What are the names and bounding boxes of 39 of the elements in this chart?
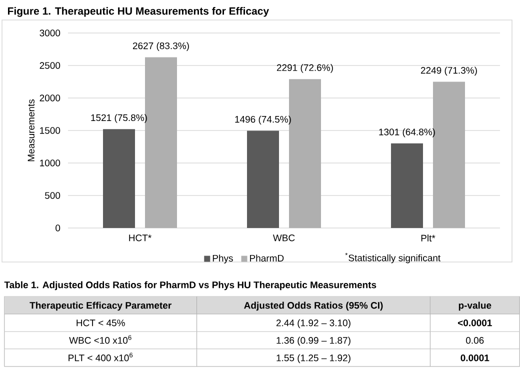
y-tick-label: 1500 <box>40 127 60 134</box>
x-tick-label: WBC <box>272 234 295 242</box>
legend-label: PharmD <box>250 254 284 262</box>
y-tick-label: 3000 <box>40 30 60 36</box>
text: Table 1. Adjusted Odds Ratios for PharmD vs Phys HU Therapeutic Measurements <box>4 281 376 290</box>
legend-label: Phys <box>212 254 233 264</box>
text: Therapeutic Efficacy Parameter <box>30 302 172 311</box>
data-label: 2249 (71.3%) <box>420 66 477 76</box>
text: 0.06 <box>466 337 484 344</box>
y-tick-label: 500 <box>45 192 60 199</box>
x-tick-label: HCT* <box>129 234 152 242</box>
y-axis-title: Measurements <box>28 99 34 162</box>
text: WBC <10 x10$^{6}$ <box>69 335 132 344</box>
text: $^{*}$Statistically significant <box>345 252 441 264</box>
text: 1.55 (1.25 – 1.92) <box>276 354 350 364</box>
data-label: 1301 (64.8%) <box>379 128 435 138</box>
y-tick-label: 0 <box>56 224 60 232</box>
chart-title: Figure 1. Therapeutic HU Measurements for Efficacy <box>8 7 269 17</box>
bar <box>145 57 178 228</box>
bar <box>289 79 321 228</box>
data-label: 2627 (83.3%) <box>132 42 189 52</box>
data-label: 1521 (75.8%) <box>91 114 147 123</box>
text: HCT < 45% <box>76 320 125 326</box>
data-label: 2291 (72.6%) <box>276 64 333 73</box>
text: 1.36 (0.99 – 1.87) <box>276 336 350 346</box>
text: 2.44 (1.92 – 3.10) <box>276 319 350 328</box>
bar <box>390 143 423 228</box>
text: PLT < 400 x10$^{6}$ <box>68 352 133 362</box>
bar <box>247 130 279 228</box>
bar <box>103 129 136 228</box>
y-tick-label: 2500 <box>40 62 60 69</box>
text: <0.0001 <box>458 320 492 326</box>
data-label: 1496 (74.5%) <box>235 116 291 125</box>
x-tick-label: Plt* <box>421 234 436 242</box>
y-tick-label: 2000 <box>40 94 60 102</box>
text: 0.0001 <box>460 354 490 362</box>
text: Adjusted Odds Ratios (95% CI) <box>244 302 383 311</box>
y-tick-label: 1000 <box>40 160 60 166</box>
text: p-value <box>458 302 492 311</box>
